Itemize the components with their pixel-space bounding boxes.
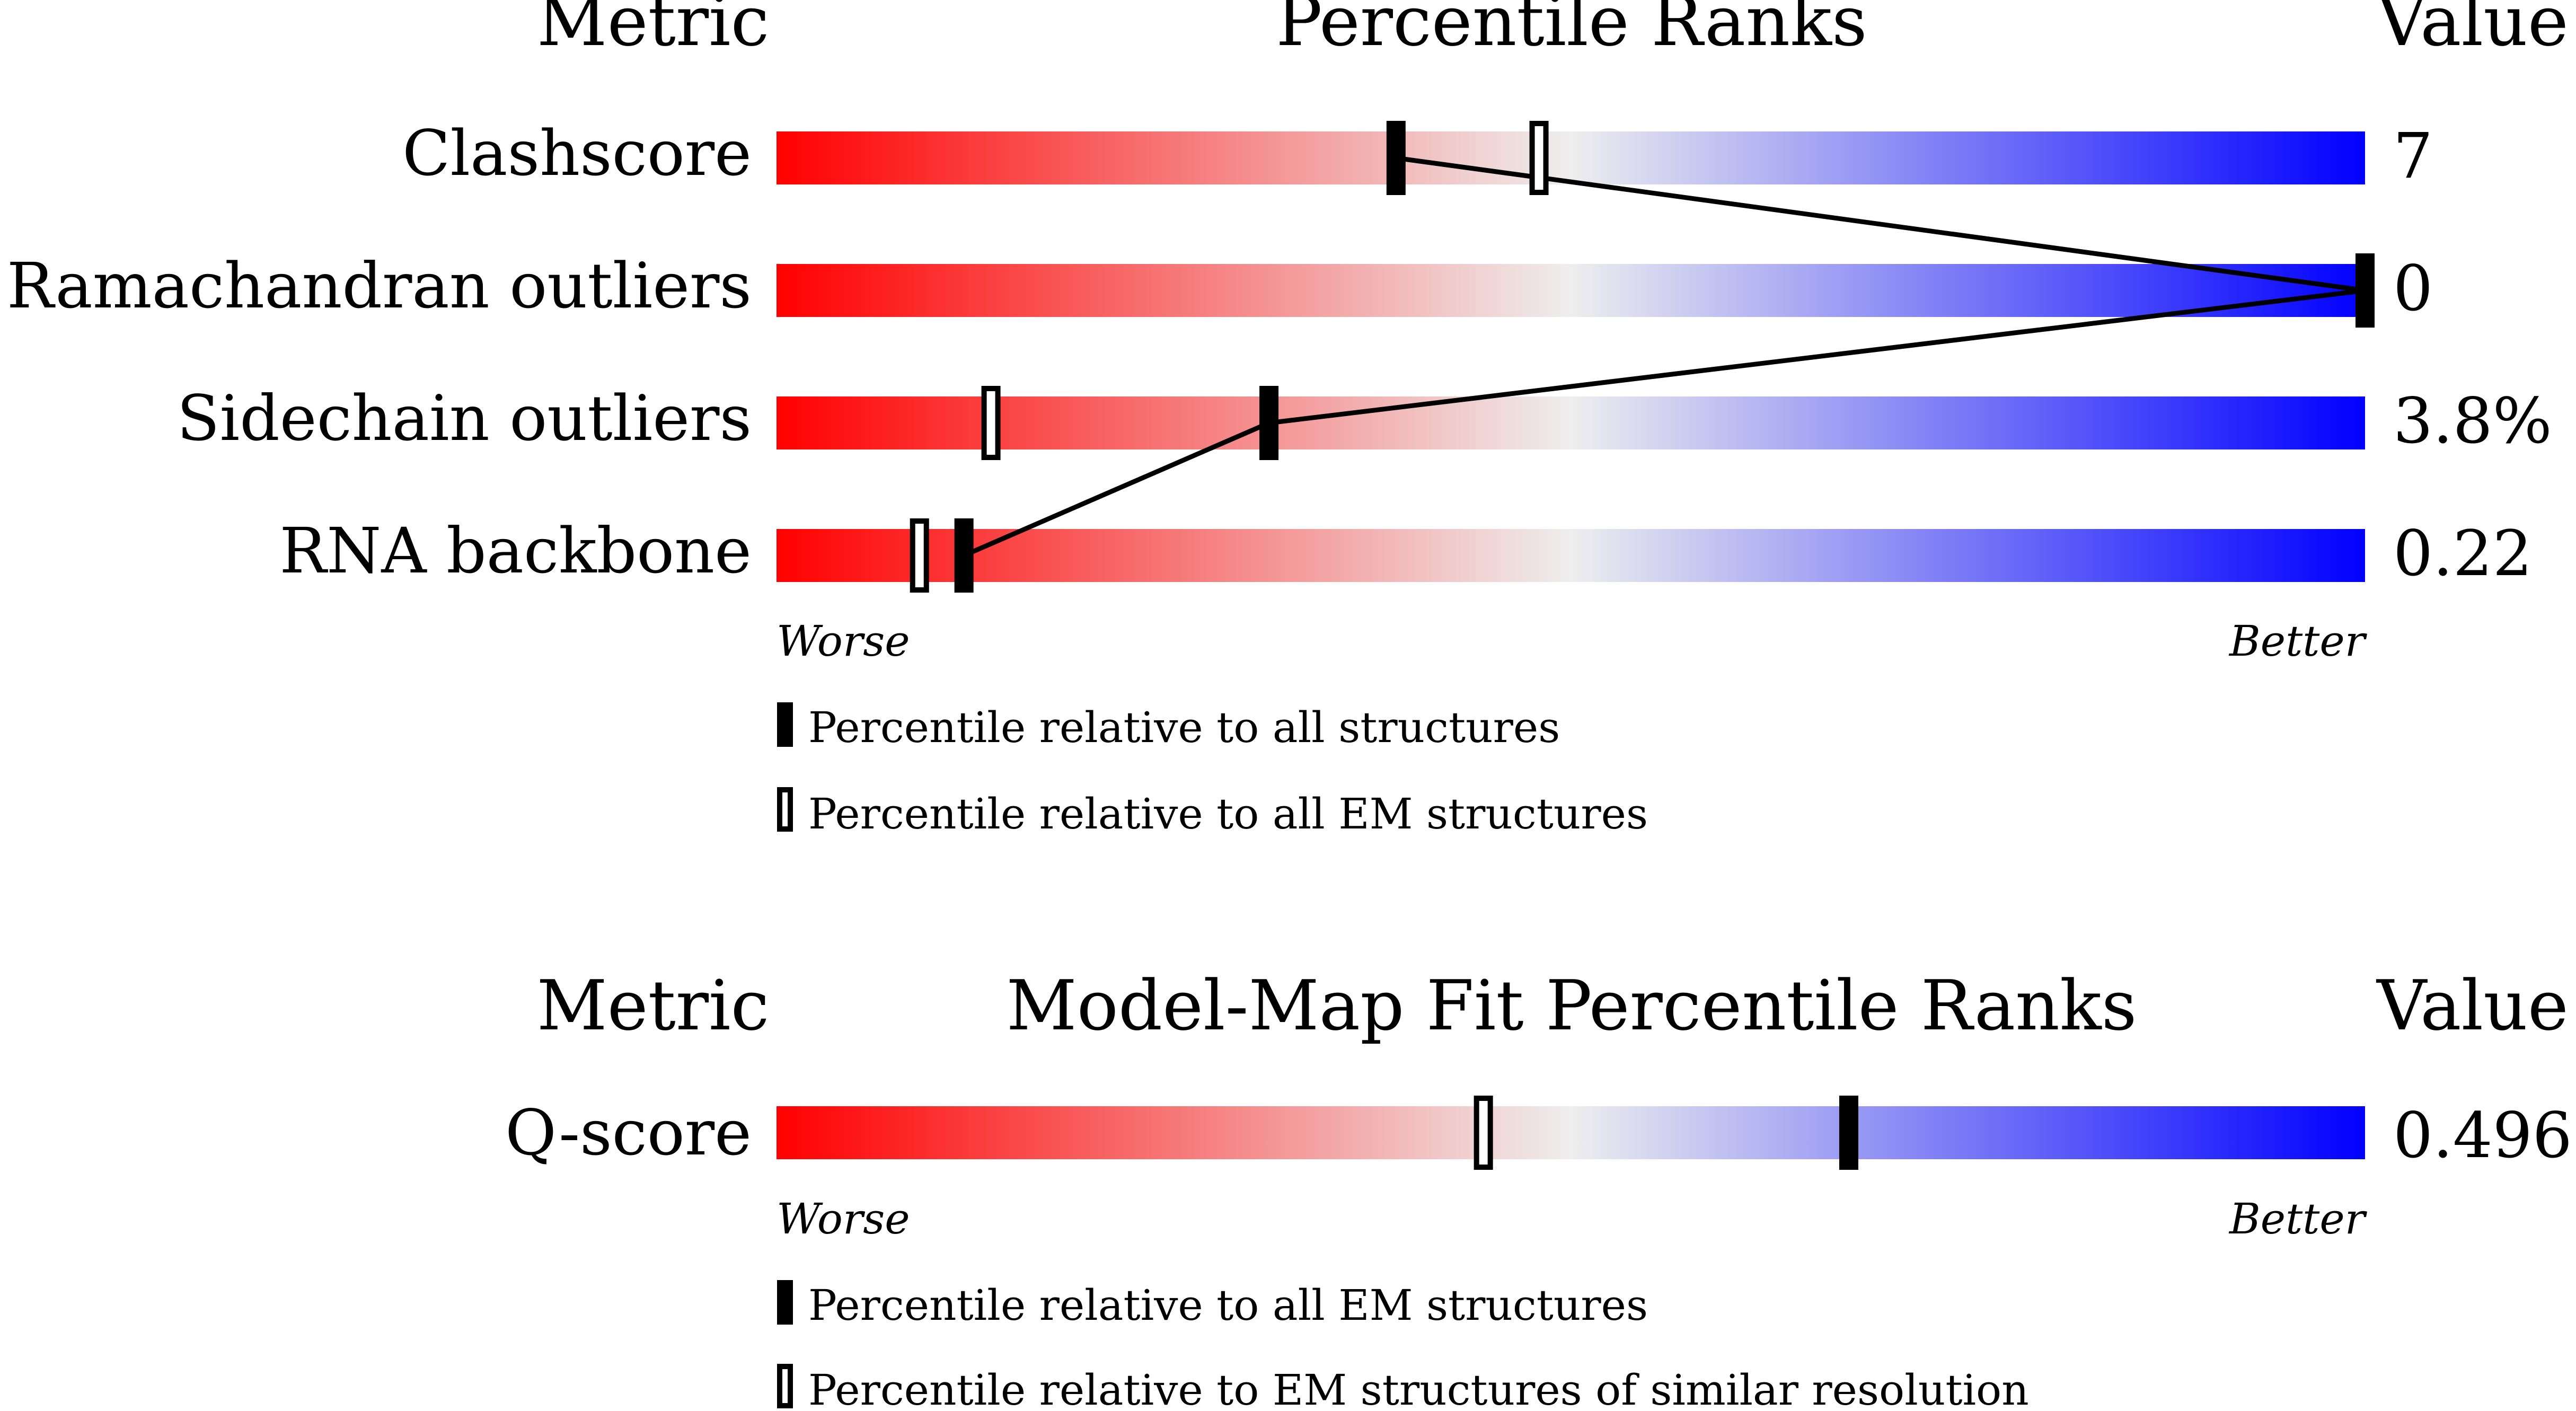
header2-title: Model-Map Fit Percentile Ranks <box>1007 965 2137 1046</box>
em-percentile-marker-rna-backbone <box>910 518 929 593</box>
header-metric: Metric <box>537 0 770 61</box>
header2-metric: Metric <box>537 965 770 1046</box>
row-label-q-score: Q-score <box>505 1096 752 1169</box>
legend-filled-marker <box>777 702 793 747</box>
fit-percentile-markers <box>1474 1096 1858 1170</box>
all-percentile-marker-clashscore <box>1386 121 1406 195</box>
row-label-ramachandran: Ramachandran outliers <box>7 249 752 322</box>
rank-bar-clashscore <box>777 131 2365 184</box>
header2-value: Value <box>2376 965 2569 1046</box>
em-percentile-marker-clashscore <box>1529 121 1549 195</box>
legend2-filled-label: Percentile relative to all EM structures <box>808 1281 1648 1330</box>
rank-bar-ramachandran <box>777 264 2365 317</box>
legend2-filled-marker <box>777 1280 793 1325</box>
legend-filled-label: Percentile relative to all structures <box>808 703 1560 752</box>
scale2-worse-label: Worse <box>777 1194 910 1244</box>
scale-worse-label: Worse <box>777 616 910 666</box>
rank-bar-q-score <box>777 1106 2365 1159</box>
value-q-score: 0.496 <box>2393 1099 2572 1172</box>
row-label-rna-backbone: RNA backbone <box>279 514 752 587</box>
rank-bar-sidechain <box>777 396 2365 449</box>
all-percentile-marker-rna-backbone <box>954 518 974 593</box>
legend-open-marker <box>777 787 793 832</box>
all-percentile-marker-ramachandran-outliers <box>2356 253 2375 328</box>
percentile-markers <box>910 121 2375 593</box>
value-sidechain: 3.8% <box>2393 384 2552 457</box>
legend2-open-label: Percentile relative to EM structures of … <box>808 1365 2029 1411</box>
em-percentile-marker-q-score <box>1839 1096 1858 1170</box>
value-rna-backbone: 0.22 <box>2393 517 2533 590</box>
rank-bar-rna-backbone <box>777 529 2365 582</box>
value-clashscore: 7 <box>2393 119 2433 192</box>
all-percentile-marker-sidechain-outliers <box>1259 386 1279 460</box>
scale-better-label: Better <box>2228 616 2368 666</box>
header-value: Value <box>2376 0 2569 61</box>
header-title: Percentile Ranks <box>1276 0 1867 61</box>
value-ramachandran: 0 <box>2393 252 2433 325</box>
legend-open-label: Percentile relative to all EM structures <box>808 789 1648 839</box>
percentile-connector-line <box>963 155 2366 558</box>
scale2-better-label: Better <box>2228 1194 2368 1244</box>
row-label-clashscore: Clashscore <box>402 117 752 190</box>
row-label-sidechain: Sidechain outliers <box>177 382 752 455</box>
similar-res-percentile-marker-q-score <box>1474 1096 1493 1170</box>
em-percentile-marker-sidechain-outliers <box>981 386 1001 460</box>
legend2-open-marker <box>777 1364 793 1408</box>
